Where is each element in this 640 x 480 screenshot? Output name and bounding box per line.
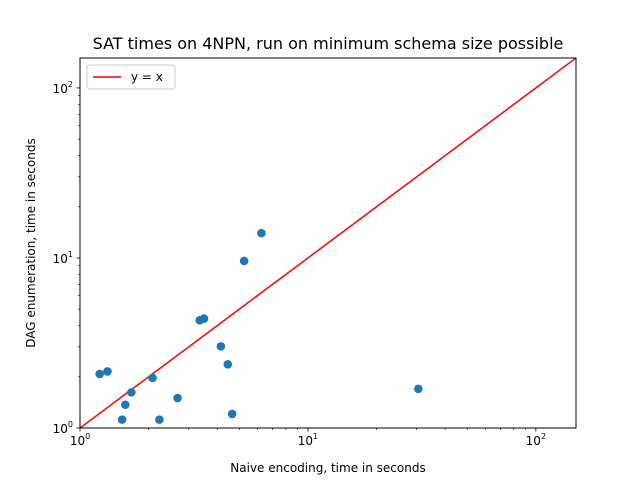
data-point	[223, 359, 233, 369]
data-point	[95, 369, 104, 379]
reference-line-y-equals-x	[80, 58, 576, 428]
plot-frame	[79, 57, 577, 429]
y-tick-label: 100	[53, 420, 73, 436]
data-point	[414, 384, 423, 394]
x-tick-label: 100	[70, 432, 90, 448]
data-point	[127, 388, 136, 397]
y-tick-label: 102	[53, 80, 73, 96]
legend-label: y = x	[131, 70, 163, 84]
legend: y = x	[86, 64, 176, 90]
y-axis: 100 101 102	[53, 80, 80, 436]
data-point	[120, 400, 130, 410]
x-axis-label: Naive encoding, time in seconds	[230, 461, 425, 475]
y-tick-label: 101	[53, 250, 73, 266]
data-point	[239, 256, 249, 266]
data-point	[117, 415, 127, 424]
legend-box	[86, 64, 176, 90]
chart-title: SAT times on 4NPN, run on minimum schema…	[93, 34, 564, 53]
data-point	[257, 228, 266, 238]
y-axis-label: DAG enumeration, time in seconds	[24, 138, 38, 347]
data-point	[227, 409, 237, 419]
x-axis: 100 101 102	[70, 428, 546, 448]
x-tick-label: 102	[526, 432, 546, 448]
x-tick-label: 101	[298, 432, 318, 448]
data-point	[173, 393, 182, 403]
data-point	[148, 373, 157, 383]
data-point	[103, 367, 112, 376]
data-point	[216, 342, 226, 351]
data-point	[199, 314, 209, 323]
plot-area	[80, 58, 576, 428]
data-point	[155, 415, 164, 424]
